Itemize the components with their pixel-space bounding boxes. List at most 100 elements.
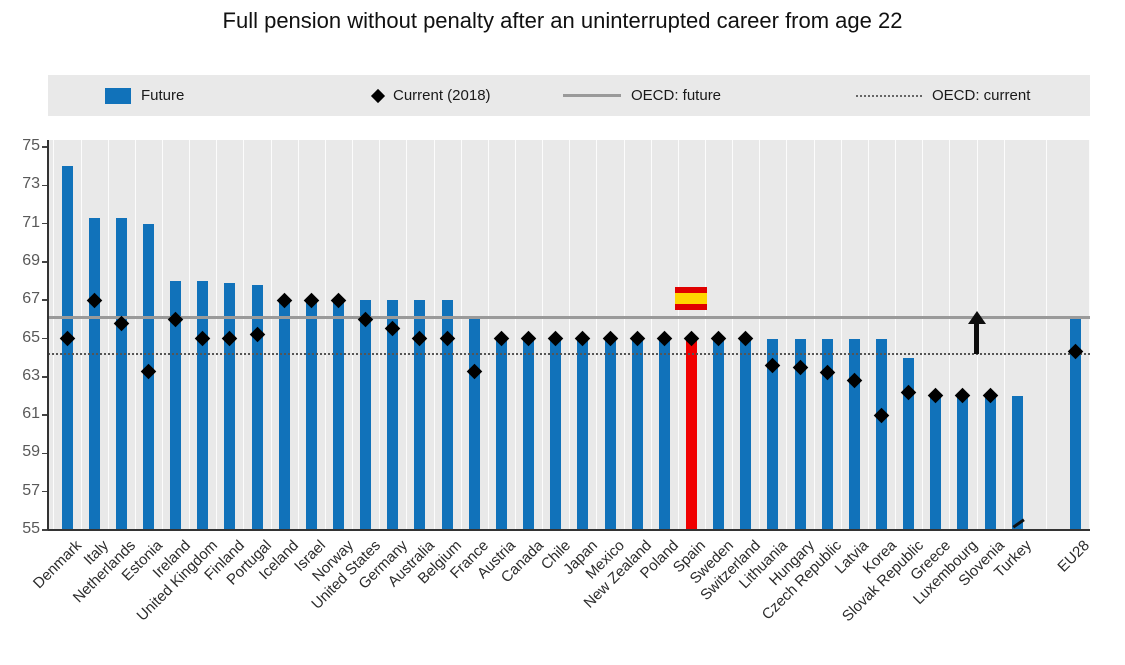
y-axis-tick <box>42 376 48 378</box>
chart-title: Full pension without penalty after an un… <box>222 8 903 33</box>
bar-lithuania <box>767 338 779 530</box>
bar-canada <box>523 338 535 530</box>
legend-item-oecd-current: OECD: current <box>856 75 1030 116</box>
gridline-vertical <box>80 140 82 530</box>
legend-dotted-line-icon <box>856 94 922 97</box>
oecd-current-line <box>48 352 1090 355</box>
bar-portugal <box>251 284 263 530</box>
gridline-vertical <box>406 140 408 530</box>
gridline-vertical <box>216 140 218 530</box>
y-axis-tick <box>42 452 48 455</box>
gridline-vertical <box>677 140 679 530</box>
gridline-vertical <box>107 140 109 530</box>
y-axis-tick <box>42 529 48 531</box>
gridline-vertical <box>162 140 164 530</box>
y-axis-tick <box>42 261 48 263</box>
bar-greece <box>930 395 942 530</box>
bar-mexico <box>604 338 616 530</box>
bar-japan <box>577 338 589 530</box>
gridline-vertical <box>352 140 354 530</box>
gridline-vertical <box>949 140 951 530</box>
legend-item-future: Future <box>105 75 184 116</box>
bar-switzerland <box>740 338 752 530</box>
bar-sweden <box>713 338 725 530</box>
x-axis-line <box>48 529 1090 531</box>
legend-bar-icon <box>105 87 131 104</box>
bar-austria <box>495 338 507 530</box>
y-axis-tick <box>42 299 48 301</box>
gridline-vertical <box>813 140 815 530</box>
bar-finland <box>224 282 236 530</box>
oecd-future-line <box>48 315 1090 319</box>
y-axis-tick-label: 63 <box>22 366 40 384</box>
bar-poland <box>658 338 670 530</box>
y-axis-tick-label: 67 <box>22 290 40 308</box>
y-axis-tick-label: 55 <box>22 520 40 537</box>
y-axis-tick-label: 75 <box>22 137 40 154</box>
legend-solid-line-icon <box>563 94 621 97</box>
y-axis-tick <box>42 337 48 340</box>
bar-france <box>468 319 480 530</box>
up-arrow-stem <box>974 322 980 354</box>
bar-united-states <box>360 300 372 530</box>
y-axis-tick <box>42 222 48 225</box>
gridline-vertical <box>596 140 598 530</box>
y-axis-tick-label: 59 <box>22 443 40 461</box>
bar-latvia <box>848 338 860 530</box>
y-axis-tick-label: 65 <box>22 328 40 346</box>
gridline-vertical <box>786 140 788 530</box>
gridline-vertical <box>650 140 652 530</box>
legend: Future Current (2018) OECD: future OECD: cu… <box>48 75 1090 116</box>
legend-item-oecd-future: OECD: future <box>563 75 721 116</box>
gridline-vertical <box>324 140 326 530</box>
bar-ireland <box>170 281 182 530</box>
bar-netherlands <box>115 217 127 530</box>
bar-united-kingdom <box>197 281 209 530</box>
bar-slovenia <box>984 395 996 530</box>
gridline-vertical <box>922 140 924 530</box>
gridline-vertical <box>460 140 462 530</box>
legend-label-oecd-future: OECD: future <box>631 87 722 104</box>
gridline-vertical <box>840 140 842 530</box>
bar-australia <box>414 300 426 530</box>
legend-label-future: Future <box>141 87 185 104</box>
spain-flag-icon <box>675 286 708 310</box>
y-axis-tick-label: 69 <box>22 251 40 269</box>
gridline-vertical <box>134 140 136 530</box>
gridline-vertical <box>623 140 625 530</box>
legend-diamond-icon <box>370 88 386 103</box>
legend-item-current-2018-: Current (2018) <box>370 75 491 116</box>
gridline-vertical <box>53 140 55 530</box>
bar-luxembourg <box>957 395 969 530</box>
bar-denmark <box>61 166 73 530</box>
legend-label-current-2018-: Current (2018) <box>393 87 491 104</box>
gridline-vertical <box>1003 140 1005 530</box>
plot-area <box>48 140 1090 530</box>
y-axis-tick-label: 61 <box>22 405 40 423</box>
gridline-vertical <box>243 140 245 530</box>
bar-spain <box>685 338 697 530</box>
gridline-vertical <box>867 140 869 530</box>
y-axis-line <box>47 140 49 530</box>
bar-israel <box>305 300 317 530</box>
y-axis-tick-label: 73 <box>22 175 40 193</box>
bar-chile <box>550 338 562 530</box>
gridline-vertical <box>1088 140 1090 530</box>
bar-czech-republic <box>821 338 833 530</box>
y-axis-tick-label: 57 <box>22 481 40 499</box>
gridline-vertical <box>895 140 897 530</box>
gridline-vertical <box>514 140 516 530</box>
gridline-vertical <box>297 140 299 530</box>
gridline-vertical <box>379 140 381 530</box>
gridline-vertical <box>433 140 435 530</box>
bar-iceland <box>278 300 290 530</box>
gridline-vertical <box>569 140 571 530</box>
bar-hungary <box>794 338 806 530</box>
bar-belgium <box>441 300 453 530</box>
gridline-vertical <box>270 140 272 530</box>
bar-slovak-republic <box>903 357 915 530</box>
gridline-vertical <box>1046 140 1048 530</box>
up-arrow-icon <box>967 311 986 325</box>
bar-norway <box>333 300 344 530</box>
